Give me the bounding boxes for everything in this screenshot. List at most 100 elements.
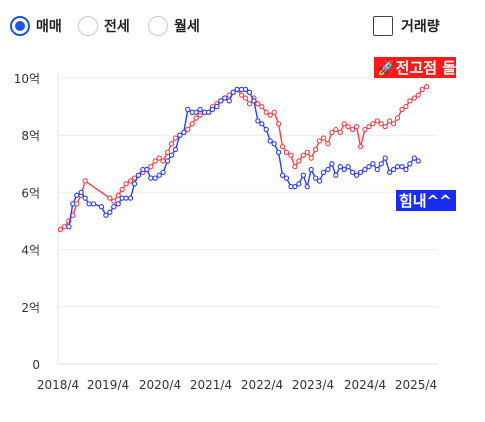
- radio-jeonse-indicator[interactable]: [78, 16, 98, 36]
- sale-price-point: [185, 126, 191, 133]
- sale-price-point: [312, 146, 319, 153]
- jeonse-price-point: [333, 172, 339, 178]
- jeonse-price-point: [341, 166, 347, 173]
- sale-price-point: [419, 86, 425, 93]
- jeonse-price-point: [135, 172, 142, 178]
- jeonse-price-point: [205, 109, 212, 115]
- sale-price-point: [259, 103, 265, 110]
- jeonse-price-point: [193, 109, 199, 115]
- jeonse-price-point: [131, 181, 138, 187]
- volume-checkbox-box[interactable]: [373, 16, 393, 36]
- sale-price-point: [362, 126, 368, 133]
- radio-jeonse[interactable]: 전세: [78, 14, 130, 38]
- jeonse-price-point: [160, 169, 166, 176]
- sale-price-point: [152, 158, 158, 164]
- sale-price-point: [399, 106, 405, 113]
- sale-price-point: [61, 224, 68, 230]
- sale-price-point: [263, 109, 269, 115]
- sale-price-point: [374, 118, 380, 124]
- chart-controls: 매매 전세 월세 거래량: [0, 0, 485, 50]
- radio-sale[interactable]: 매매: [10, 14, 62, 38]
- radio-monthly-rent-indicator[interactable]: [148, 16, 168, 36]
- sale-price-point: [189, 121, 195, 127]
- jeonse-price-point: [271, 141, 277, 147]
- annotation-cheer-text: 힘내^^: [399, 192, 452, 210]
- sale-price-point: [292, 164, 298, 170]
- sale-price-point: [115, 192, 121, 198]
- sale-price-point: [119, 186, 125, 193]
- annotation-record-high-text: 🚀전고점 돌파: [377, 59, 470, 77]
- jeonse-price-point: [66, 224, 72, 230]
- sale-price-point: [320, 135, 327, 141]
- sale-price-point: [279, 143, 286, 150]
- y-tick-label: 10억: [14, 72, 40, 86]
- annotation-cheer-bg: [396, 190, 456, 211]
- sale-price-point: [164, 149, 171, 156]
- jeonse-price-point: [181, 129, 187, 135]
- jeonse-price-point: [185, 106, 191, 113]
- x-tick-label: 2024/4: [344, 378, 386, 392]
- jeonse-price-point: [107, 209, 113, 216]
- sale-price-point: [57, 226, 64, 233]
- jeonse-price-point: [316, 178, 323, 184]
- jeonse-price-point: [259, 121, 265, 127]
- x-tick-label: 2025/4: [395, 378, 437, 392]
- radio-sale-indicator[interactable]: [10, 16, 30, 36]
- radio-jeonse-label: 전세: [104, 19, 130, 35]
- jeonse-price-point: [70, 201, 76, 207]
- jeonse-price-point: [230, 89, 236, 95]
- jeonse-price-point: [197, 106, 203, 113]
- radio-monthly-rent[interactable]: 월세: [148, 14, 200, 38]
- sale-price-point: [148, 164, 154, 170]
- jeonse-price-point: [353, 172, 360, 178]
- jeonse-price-point: [218, 98, 224, 104]
- jeonse-price-point: [349, 169, 356, 176]
- sale-price-point: [337, 129, 343, 135]
- jeonse-price-point: [263, 126, 269, 133]
- sale-price-point: [107, 195, 113, 201]
- jeonse-price-point: [366, 164, 372, 170]
- x-tick-label: 2018/4: [37, 378, 79, 392]
- x-tick-label: 2021/4: [190, 378, 232, 392]
- jeonse-price-point: [123, 195, 129, 201]
- jeonse-price-point: [320, 169, 327, 176]
- sale-price-point: [172, 135, 179, 141]
- jeonse-price-point: [111, 204, 117, 210]
- sale-price-point: [168, 141, 175, 147]
- sale-price-point: [423, 83, 430, 90]
- jeonse-price-point: [374, 166, 380, 173]
- sale-price-point: [127, 178, 134, 184]
- sale-price-point: [329, 129, 335, 135]
- jeonse-price-point: [177, 132, 183, 138]
- jeonse-price-point: [304, 184, 310, 190]
- sale-price-point: [386, 118, 393, 124]
- jeonse-price-point: [251, 98, 257, 104]
- sale-price-point: [390, 121, 397, 127]
- jeonse-price-point: [115, 201, 121, 207]
- sale-price-point: [378, 121, 384, 127]
- sale-price-point: [357, 143, 364, 150]
- sale-price-point: [366, 123, 372, 130]
- jeonse-price-point: [209, 106, 216, 113]
- sale-price-point: [246, 101, 253, 107]
- sale-price-point: [382, 123, 388, 130]
- jeonse-price-point: [283, 175, 290, 181]
- jeonse-price-point: [337, 164, 343, 170]
- sale-price-point: [304, 149, 310, 156]
- jeonse-price-point: [152, 175, 158, 181]
- y-tick-label: 2억: [21, 301, 40, 315]
- sale-price-point: [333, 126, 339, 133]
- jeonse-price-point: [222, 95, 228, 101]
- sale-price-point: [308, 155, 314, 161]
- sale-price-point: [193, 115, 199, 121]
- volume-checkbox[interactable]: 거래량: [373, 14, 440, 38]
- jeonse-price-point: [127, 195, 134, 201]
- jeonse-price-point: [164, 158, 171, 164]
- jeonse-price-point: [168, 152, 175, 158]
- sale-price-point: [349, 126, 356, 133]
- sale-price-point: [267, 112, 273, 118]
- radio-sale-label: 매매: [36, 19, 62, 35]
- annotation-record-high-bg: [374, 57, 456, 78]
- sale-price-point: [415, 92, 421, 98]
